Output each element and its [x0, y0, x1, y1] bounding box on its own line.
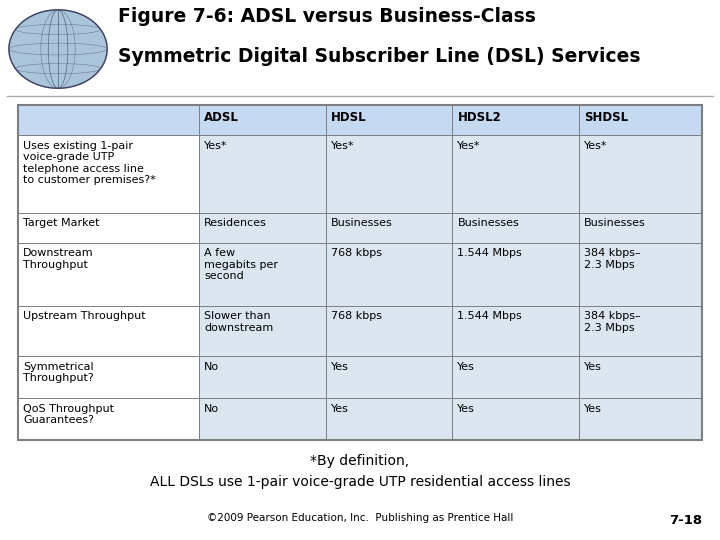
Bar [325, 135, 452, 213]
Bar [579, 105, 702, 135]
Text: Symmetrical
Throughput?: Symmetrical Throughput? [23, 362, 94, 383]
Text: Yes: Yes [457, 403, 475, 414]
Text: No: No [204, 403, 220, 414]
Text: Businesses: Businesses [331, 218, 392, 228]
Bar [579, 213, 702, 243]
Bar [452, 356, 579, 398]
Bar [18, 243, 199, 306]
Text: ©2009 Pearson Education, Inc.  Publishing as Prentice Hall: ©2009 Pearson Education, Inc. Publishing… [207, 513, 513, 523]
Bar [199, 398, 325, 440]
Text: Uses existing 1-pair
voice-grade UTP
telephone access line
to customer premises?: Uses existing 1-pair voice-grade UTP tel… [23, 140, 156, 185]
Bar [452, 105, 579, 135]
Bar [579, 398, 702, 440]
Bar [579, 356, 702, 398]
Text: 384 kbps–
2.3 Mbps: 384 kbps– 2.3 Mbps [584, 248, 641, 270]
Text: A few
megabits per
second: A few megabits per second [204, 248, 279, 281]
Bar [452, 306, 579, 356]
Bar [18, 105, 199, 135]
Bar [18, 105, 702, 440]
Bar [452, 213, 579, 243]
Text: Target Market: Target Market [23, 218, 99, 228]
Bar [18, 398, 199, 440]
Bar [199, 306, 325, 356]
Text: Yes*: Yes* [457, 140, 481, 151]
Text: Yes: Yes [331, 403, 348, 414]
Bar [452, 398, 579, 440]
Bar [199, 105, 325, 135]
Text: Downstream
Throughput: Downstream Throughput [23, 248, 94, 270]
Text: SHDSL: SHDSL [584, 111, 628, 124]
Bar [199, 356, 325, 398]
Text: 384 kbps–
2.3 Mbps: 384 kbps– 2.3 Mbps [584, 311, 641, 333]
Text: Businesses: Businesses [457, 218, 519, 228]
Text: ADSL: ADSL [204, 111, 239, 124]
Text: Slower than
downstream: Slower than downstream [204, 311, 274, 333]
Bar [199, 213, 325, 243]
Bar [579, 306, 702, 356]
Text: Yes*: Yes* [584, 140, 608, 151]
Text: 1.544 Mbps: 1.544 Mbps [457, 248, 522, 258]
Polygon shape [9, 10, 107, 88]
Bar [325, 105, 452, 135]
Bar [18, 135, 199, 213]
Bar [199, 243, 325, 306]
Text: Figure 7-6: ADSL versus Business-Class: Figure 7-6: ADSL versus Business-Class [117, 7, 536, 26]
Bar [199, 135, 325, 213]
Text: 7-18: 7-18 [669, 514, 702, 526]
Text: 768 kbps: 768 kbps [331, 248, 382, 258]
Text: 1.544 Mbps: 1.544 Mbps [457, 311, 522, 321]
Text: Upstream Throughput: Upstream Throughput [23, 311, 145, 321]
Text: Yes*: Yes* [331, 140, 354, 151]
Text: Residences: Residences [204, 218, 267, 228]
Bar [452, 243, 579, 306]
Text: *By definition,: *By definition, [310, 454, 410, 468]
Bar [18, 213, 199, 243]
Bar [325, 306, 452, 356]
Bar [579, 135, 702, 213]
Text: Businesses: Businesses [584, 218, 646, 228]
Text: Yes: Yes [331, 362, 348, 372]
Text: 768 kbps: 768 kbps [331, 311, 382, 321]
Bar [18, 306, 199, 356]
Polygon shape [9, 10, 107, 88]
Text: Yes: Yes [584, 362, 602, 372]
Bar [452, 135, 579, 213]
Text: Symmetric Digital Subscriber Line (DSL) Services: Symmetric Digital Subscriber Line (DSL) … [117, 47, 640, 66]
Text: Yes: Yes [584, 403, 602, 414]
Text: Yes*: Yes* [204, 140, 228, 151]
Text: QoS Throughput
Guarantees?: QoS Throughput Guarantees? [23, 403, 114, 425]
Bar [579, 243, 702, 306]
Text: HDSL2: HDSL2 [457, 111, 501, 124]
Text: HDSL: HDSL [331, 111, 366, 124]
Bar [325, 213, 452, 243]
Bar [325, 398, 452, 440]
Text: ALL DSLs use 1-pair voice-grade UTP residential access lines: ALL DSLs use 1-pair voice-grade UTP resi… [150, 475, 570, 489]
Text: Yes: Yes [457, 362, 475, 372]
Bar [18, 356, 199, 398]
Bar [325, 243, 452, 306]
Text: No: No [204, 362, 220, 372]
Bar [325, 356, 452, 398]
